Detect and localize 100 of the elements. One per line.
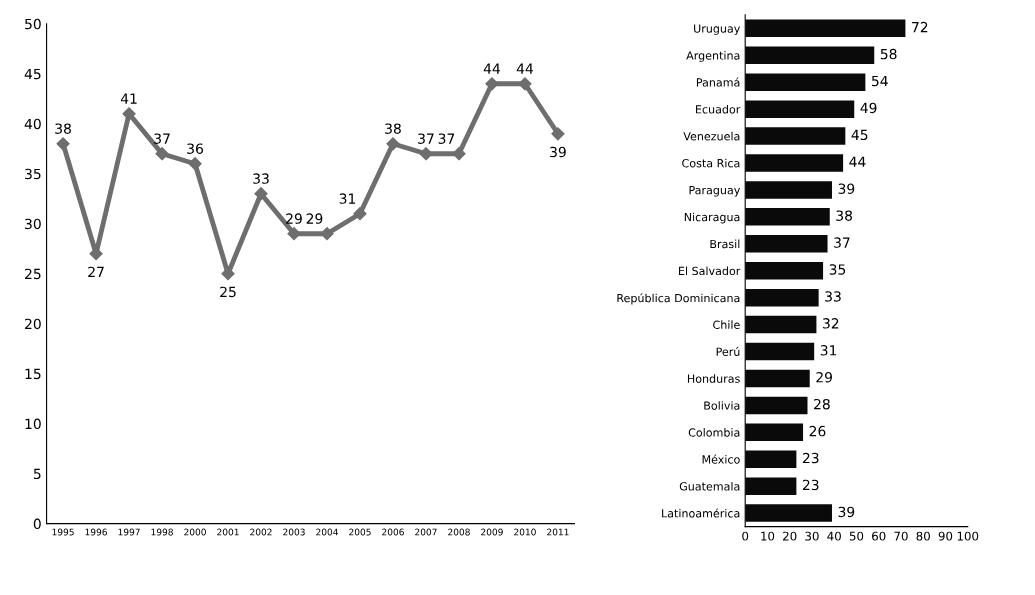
data-label: 37 [438, 133, 455, 144]
y-tick-label: Colombia [688, 428, 740, 437]
x-tick-label: 10 [761, 531, 775, 541]
y-tick-label: 35 [25, 168, 41, 180]
data-label: 38 [55, 123, 71, 134]
x-tick-label: 2004 [316, 528, 338, 536]
x-tick-label: 2000 [184, 528, 206, 536]
point [518, 77, 532, 91]
y-tick-label: Ecuador [696, 104, 741, 114]
y-tick-label: Nicaragua [684, 212, 740, 224]
data-label: 29 [816, 371, 832, 383]
point [155, 147, 169, 161]
y-tick-label: Costa Rica [682, 158, 740, 168]
data-label: 23 [802, 452, 819, 464]
data-label: 37 [418, 133, 434, 144]
data-label: 44 [516, 63, 533, 74]
point [188, 157, 202, 171]
data-label: 29 [286, 213, 302, 224]
x-tick-label: 2001 [217, 528, 239, 536]
data-label: 44 [483, 63, 501, 74]
data-label: 23 [802, 479, 819, 491]
data-label: 35 [829, 264, 846, 275]
x-tick-label: 0 [742, 531, 749, 541]
data-label: 27 [88, 266, 104, 277]
y-tick-label: Paraguay [689, 186, 741, 197]
point [56, 137, 70, 151]
x-tick-label: 1996 [85, 528, 107, 536]
y-tick-label: 20 [25, 318, 41, 330]
y-tick-label: 30 [25, 218, 41, 230]
point [386, 137, 400, 151]
y-tick-label: Honduras [687, 374, 740, 383]
data-label: 49 [860, 102, 877, 114]
x-tick-label: 2008 [448, 528, 470, 536]
data-label: 29 [306, 213, 323, 224]
point [551, 127, 565, 141]
y-tick-label: México [702, 454, 740, 464]
y-tick-label: 50 [25, 18, 41, 30]
data-label: 28 [814, 398, 830, 410]
x-tick-label: 2005 [349, 528, 371, 536]
x-tick-label: 30 [805, 531, 819, 541]
point [485, 77, 499, 91]
x-tick-label: 2003 [283, 528, 305, 536]
x-tick-label: 2010 [514, 528, 536, 536]
y-tick-label: 40 [24, 118, 41, 130]
data-label: 39 [550, 146, 566, 158]
data-label: 31 [820, 345, 837, 356]
data-label: 26 [809, 425, 826, 437]
y-tick-label: Panamá [696, 77, 740, 87]
data-label: 41 [120, 93, 137, 104]
data-label: 39 [838, 506, 855, 518]
x-tick-label: 90 [938, 531, 953, 541]
y-tick-label: Brasil [710, 239, 740, 249]
y-tick-label: Perú [716, 346, 740, 356]
point [353, 207, 367, 221]
data-label: 58 [880, 48, 897, 60]
point [320, 227, 334, 241]
data-label: 54 [871, 75, 888, 87]
x-tick-label: 50 [849, 531, 864, 541]
data-label: 38 [836, 210, 853, 221]
x-tick-label: 70 [894, 531, 908, 541]
point [287, 227, 301, 241]
y-tick-label: República Dominicana [617, 293, 740, 305]
x-tick-label: 80 [916, 531, 930, 541]
x-tick-label: 40 [827, 531, 841, 541]
data-label: 44 [849, 156, 866, 167]
x-tick-label: 20 [783, 531, 797, 541]
x-tick-label: 2007 [415, 528, 437, 536]
data-label: 39 [838, 183, 855, 194]
data-label: 31 [339, 193, 356, 204]
y-tick-label: 45 [24, 68, 41, 80]
y-tick-label: Guatemala [679, 481, 740, 491]
x-tick-label: 1998 [151, 528, 173, 536]
data-label: 37 [834, 237, 850, 248]
y-tick-label: 25 [25, 268, 41, 280]
data-label: 36 [187, 143, 203, 154]
y-tick-label: 15 [25, 368, 41, 380]
y-tick-label: Latinoamérica [662, 508, 740, 518]
point [122, 107, 136, 121]
data-label: 37 [154, 133, 170, 144]
x-tick-label: 1995 [52, 528, 74, 536]
y-tick-label: El Salvador [679, 266, 741, 276]
data-label: 38 [385, 123, 401, 134]
x-tick-label: 2009 [481, 528, 503, 536]
data-label: 72 [912, 21, 928, 33]
data-label: 32 [823, 318, 839, 329]
x-tick-label: 100 [957, 531, 979, 541]
x-tick-label: 2006 [382, 528, 404, 536]
data-label: 33 [253, 173, 269, 184]
x-tick-label: 2011 [547, 528, 569, 536]
point [419, 147, 433, 161]
x-tick-label: 2002 [250, 528, 272, 536]
point [452, 147, 466, 161]
y-tick-label: Argentina [686, 51, 740, 62]
x-tick-label: 1997 [118, 528, 140, 536]
y-tick-label: Bolivia [704, 401, 740, 410]
y-tick-label: Uruguay [694, 24, 741, 35]
point [254, 187, 268, 201]
data-label: 33 [825, 291, 841, 302]
y-tick-label: Venezuela [683, 131, 740, 141]
y-tick-label: Chile [713, 320, 740, 329]
